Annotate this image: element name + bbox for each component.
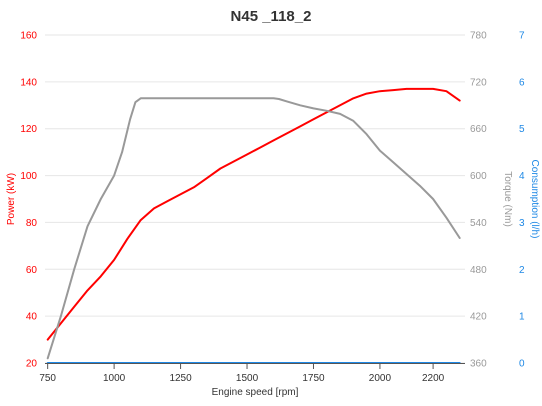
power-tick-label: 120 bbox=[20, 124, 37, 135]
power-tick-label: 80 bbox=[26, 218, 38, 229]
power-tick-label: 40 bbox=[26, 312, 38, 323]
power-tick-label: 60 bbox=[26, 265, 38, 276]
chart-title: N45 _118_2 bbox=[230, 8, 312, 25]
torque-tick-label: 660 bbox=[470, 124, 487, 135]
x-tick-label: 1500 bbox=[236, 373, 259, 384]
power-tick-label: 100 bbox=[20, 171, 37, 182]
x-tick-label: 1250 bbox=[169, 373, 192, 384]
x-tick-label: 2000 bbox=[369, 373, 392, 384]
consumption-tick-label: 0 bbox=[519, 359, 525, 370]
x-tick-label: 1750 bbox=[302, 373, 325, 384]
consumption-tick-label: 4 bbox=[519, 171, 525, 182]
consumption-tick-label: 5 bbox=[519, 124, 525, 135]
power-tick-label: 160 bbox=[20, 31, 37, 42]
torque-series-line bbox=[46, 97, 461, 360]
consumption-tick-label: 1 bbox=[519, 312, 525, 323]
consumption-tick-label: 7 bbox=[519, 31, 525, 42]
torque-tick-label: 480 bbox=[470, 265, 487, 276]
consumption-tick-label: 3 bbox=[519, 218, 525, 229]
consumption-tick-label: 2 bbox=[519, 265, 525, 276]
torque-tick-label: 540 bbox=[470, 218, 487, 229]
torque-tick-label: 720 bbox=[470, 77, 487, 88]
x-tick-label: 750 bbox=[39, 373, 56, 384]
torque-tick-label: 600 bbox=[470, 171, 487, 182]
power-series-line bbox=[46, 87, 461, 341]
consumption-axis-title: Consumption (l/h) bbox=[529, 160, 540, 239]
torque-tick-label: 420 bbox=[470, 312, 487, 323]
torque-tick-label: 780 bbox=[470, 31, 487, 42]
power-tick-label: 140 bbox=[20, 77, 37, 88]
power-axis-title: Power (kW) bbox=[6, 173, 17, 225]
x-tick-label: 1000 bbox=[103, 373, 126, 384]
x-axis-title: Engine speed [rpm] bbox=[212, 387, 299, 398]
consumption-tick-label: 6 bbox=[519, 77, 525, 88]
x-tick-label: 2200 bbox=[422, 373, 445, 384]
torque-tick-label: 360 bbox=[470, 359, 487, 370]
torque-axis-title: Torque (Nm) bbox=[502, 171, 513, 227]
power-tick-label: 20 bbox=[26, 359, 38, 370]
